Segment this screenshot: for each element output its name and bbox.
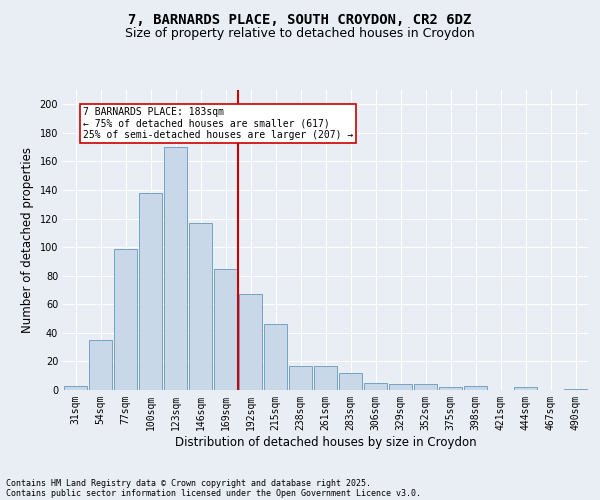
X-axis label: Distribution of detached houses by size in Croydon: Distribution of detached houses by size …: [175, 436, 476, 448]
Bar: [289, 366, 312, 390]
Bar: [339, 373, 362, 390]
Bar: [89, 340, 112, 390]
Bar: [214, 268, 237, 390]
Text: Contains public sector information licensed under the Open Government Licence v3: Contains public sector information licen…: [6, 488, 421, 498]
Bar: [389, 384, 412, 390]
Bar: [139, 193, 162, 390]
Y-axis label: Number of detached properties: Number of detached properties: [21, 147, 34, 333]
Bar: [264, 324, 287, 390]
Bar: [514, 387, 537, 390]
Bar: [364, 383, 387, 390]
Bar: [464, 386, 487, 390]
Bar: [114, 248, 137, 390]
Bar: [564, 388, 587, 390]
Text: Contains HM Land Registry data © Crown copyright and database right 2025.: Contains HM Land Registry data © Crown c…: [6, 478, 371, 488]
Bar: [64, 386, 87, 390]
Bar: [439, 387, 462, 390]
Bar: [239, 294, 262, 390]
Text: 7, BARNARDS PLACE, SOUTH CROYDON, CR2 6DZ: 7, BARNARDS PLACE, SOUTH CROYDON, CR2 6D…: [128, 12, 472, 26]
Bar: [164, 147, 187, 390]
Text: Size of property relative to detached houses in Croydon: Size of property relative to detached ho…: [125, 28, 475, 40]
Bar: [314, 366, 337, 390]
Text: 7 BARNARDS PLACE: 183sqm
← 75% of detached houses are smaller (617)
25% of semi-: 7 BARNARDS PLACE: 183sqm ← 75% of detach…: [83, 107, 353, 140]
Bar: [189, 223, 212, 390]
Bar: [414, 384, 437, 390]
